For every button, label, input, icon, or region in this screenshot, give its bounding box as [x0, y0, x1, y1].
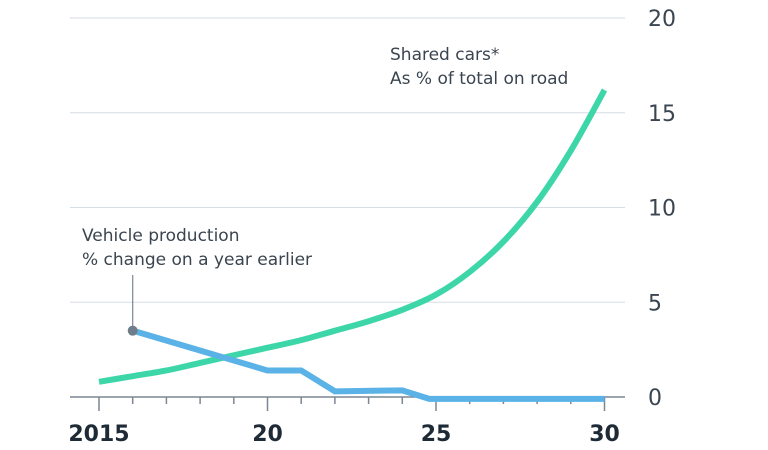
- x-tick-label: 20: [252, 422, 283, 447]
- x-tick-label: 30: [589, 422, 620, 447]
- annotation-vehicle-production-line1: Vehicle production: [82, 226, 239, 246]
- y-tick-label: 20: [648, 7, 676, 32]
- series-line-vehicle-production: [131, 327, 605, 402]
- y-tick-label: 5: [648, 291, 662, 316]
- x-axis: 2015 20 25 30: [68, 396, 625, 447]
- series-lines: [98, 88, 608, 402]
- annotation-shared-cars-line2: As % of total on road: [390, 69, 568, 89]
- y-tick-label: 0: [648, 386, 662, 411]
- y-tick-label: 15: [648, 102, 676, 127]
- y-axis: 0 5 10 15 20: [648, 7, 676, 411]
- annotation-leader: [127, 275, 138, 336]
- leader-dot: [127, 325, 138, 336]
- annotation-shared-cars: Shared cars* As % of total on road: [390, 45, 568, 89]
- x-tick-label: 25: [421, 422, 452, 447]
- annotation-shared-cars-line1: Shared cars*: [390, 45, 499, 65]
- y-tick-label: 10: [648, 197, 676, 222]
- series-line-shared-cars: [98, 88, 608, 385]
- x-tick-label: 2015: [68, 422, 129, 447]
- annotation-vehicle-production-line2: % change on a year earlier: [82, 250, 312, 270]
- annotation-vehicle-production: Vehicle production % change on a year ea…: [82, 226, 312, 270]
